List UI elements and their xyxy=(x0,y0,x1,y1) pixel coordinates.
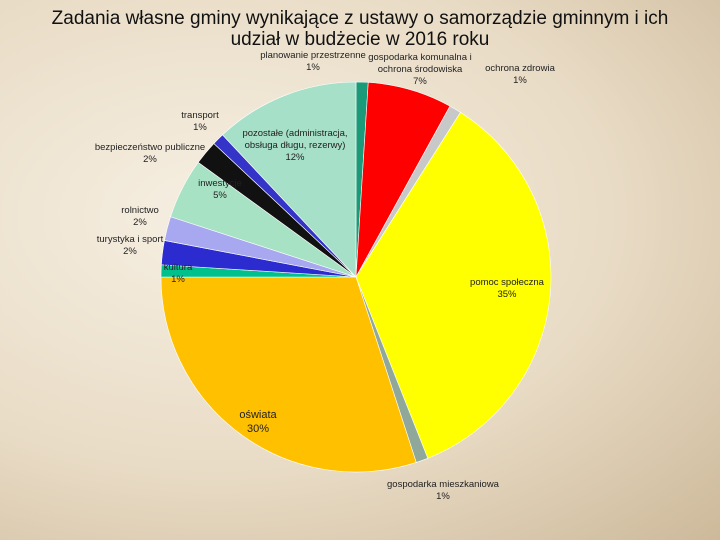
slice-value: 7% xyxy=(413,76,427,87)
slice-name: planowanie przestrzenne xyxy=(260,50,366,61)
slice-label: pozostałe (administracja, obsługa długu,… xyxy=(233,128,358,164)
slice-name: bezpieczeństwo publiczne xyxy=(94,142,206,153)
slice-label: transport 1% xyxy=(165,110,235,134)
slice-label: ochrona zdrowia 1% xyxy=(475,63,565,87)
slice-value: 1% xyxy=(171,274,185,285)
slice-value: 35% xyxy=(497,289,517,300)
slice-name: ochrona zdrowia xyxy=(485,63,555,74)
slice-value: 1% xyxy=(193,122,207,133)
slice-value: 2% xyxy=(123,246,137,257)
slice-label: planowanie przestrzenne 1% xyxy=(248,50,378,74)
slice-value: 1% xyxy=(513,75,527,86)
chart-title: Zadania własne gminy wynikające z ustawy… xyxy=(51,8,669,50)
slice-value: 5% xyxy=(213,190,227,201)
slice-label: inwestycje 5% xyxy=(180,178,260,202)
slice-label: oświata 30% xyxy=(218,408,298,436)
pie-slice xyxy=(355,111,552,459)
slice-name: turystyka i sport xyxy=(96,234,164,245)
slice-label: turystyka i sport 2% xyxy=(80,234,180,258)
slice-name: transport xyxy=(181,110,219,121)
slice-name: gospodarka komunalna i ochrona środowisk… xyxy=(368,52,472,75)
slice-value: 2% xyxy=(143,154,157,165)
slice-name: inwestycje xyxy=(198,178,242,189)
slice-value: 1% xyxy=(436,491,450,502)
slice-name: gospodarka mieszkaniowa xyxy=(387,479,499,490)
slice-label: pomoc społeczna 35% xyxy=(457,277,557,301)
slice-label: rolnictwo 2% xyxy=(105,205,175,229)
slice-label: kultura 1% xyxy=(148,262,208,286)
slice-name: pomoc społeczna xyxy=(470,277,544,288)
slice-value: 30% xyxy=(246,423,270,435)
slice-name: kultura xyxy=(163,262,193,273)
slice-name: pozostałe (administracja, obsługa długu,… xyxy=(242,128,348,151)
pie-slice xyxy=(222,81,357,278)
slice-name: oświata xyxy=(239,409,277,421)
slice-name: rolnictwo xyxy=(121,205,159,216)
slice-label: gospodarka komunalna i ochrona środowisk… xyxy=(360,52,480,88)
slice-value: 2% xyxy=(133,217,147,228)
pie-slice xyxy=(160,276,417,473)
slice-label: bezpieczeństwo publiczne 2% xyxy=(80,142,220,166)
slice-label: gospodarka mieszkaniowa 1% xyxy=(378,479,508,503)
slice-value: 12% xyxy=(285,152,305,163)
slice-value: 1% xyxy=(306,62,320,73)
